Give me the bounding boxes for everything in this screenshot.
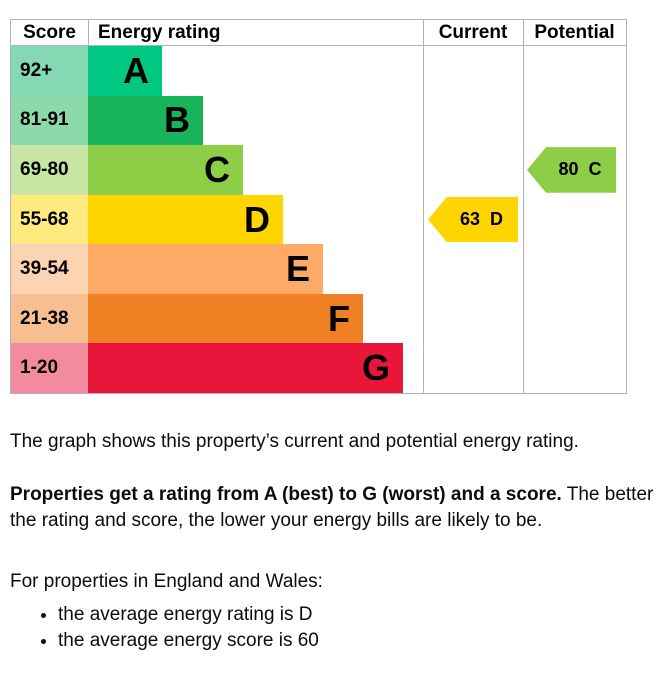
band-rows: 92+ A 81-91 B 69-80 C 55-68 D 39-54 E 21… <box>11 46 626 394</box>
band-bar: E <box>88 244 323 294</box>
band-row: 1-20 G <box>11 343 626 394</box>
band-score-cell: 1-20 <box>11 343 88 394</box>
band-score-cell: 69-80 <box>11 145 88 195</box>
average-score-list-item: the average energy score is 60 <box>58 628 658 654</box>
rating-explanation-bold: Properties get a rating from A (best) to… <box>10 484 562 505</box>
regions-paragraph: For properties in England and Wales: <box>10 571 323 592</box>
band-score-cell: 92+ <box>11 46 88 96</box>
current-rating-letter: D <box>490 208 504 229</box>
epc-chart-body: 92+ A 81-91 B 69-80 C 55-68 D 39-54 E 21… <box>11 46 626 394</box>
band-score-cell: 55-68 <box>11 194 88 245</box>
potential-column-header: Potential <box>534 21 615 43</box>
band-bar: C <box>88 145 243 195</box>
rating-column-divider <box>423 20 424 393</box>
potential-rating-score: 80 <box>558 159 579 180</box>
band-row: 21-38 F <box>11 293 626 344</box>
intro-paragraph: The graph shows this property’s current … <box>10 431 579 452</box>
band-row: 39-54 E <box>11 244 626 294</box>
band-bar: G <box>88 343 403 394</box>
current-column-header: Current <box>438 21 508 43</box>
band-bar: A <box>88 46 162 96</box>
band-row: 92+ A <box>11 46 626 96</box>
current-rating-arrow: 63 D <box>428 196 518 243</box>
band-score-cell: 21-38 <box>11 293 88 344</box>
rating-explanation-rest: The better the rating and score, the low… <box>10 484 654 531</box>
potential-rating-arrow: 80 C <box>527 147 616 193</box>
energy-rating-column-header: Energy rating <box>98 21 221 43</box>
band-bar: F <box>88 293 363 344</box>
score-column-header: Score <box>23 21 76 43</box>
band-row: 55-68 D <box>11 194 626 245</box>
band-bar: B <box>88 95 203 146</box>
potential-rating-letter: C <box>588 159 602 180</box>
band-row: 81-91 B <box>11 95 626 146</box>
epc-header-row: Score Energy rating Current Potential <box>11 20 626 46</box>
band-bar: D <box>88 194 283 245</box>
band-score-cell: 81-91 <box>11 95 88 146</box>
epc-chart: Score Energy rating Current Potential 92… <box>10 19 627 394</box>
averages-list: the average energy rating is D the avera… <box>10 602 658 654</box>
current-rating-score: 63 <box>459 208 481 229</box>
current-column-divider <box>523 20 524 393</box>
band-row: 69-80 C <box>11 145 626 195</box>
score-column-divider <box>88 20 89 45</box>
band-score-cell: 39-54 <box>11 244 88 294</box>
rating-explanation-paragraph: Properties get a rating from A (best) to… <box>10 482 665 534</box>
average-rating-list-item: the average energy rating is D <box>58 602 658 628</box>
